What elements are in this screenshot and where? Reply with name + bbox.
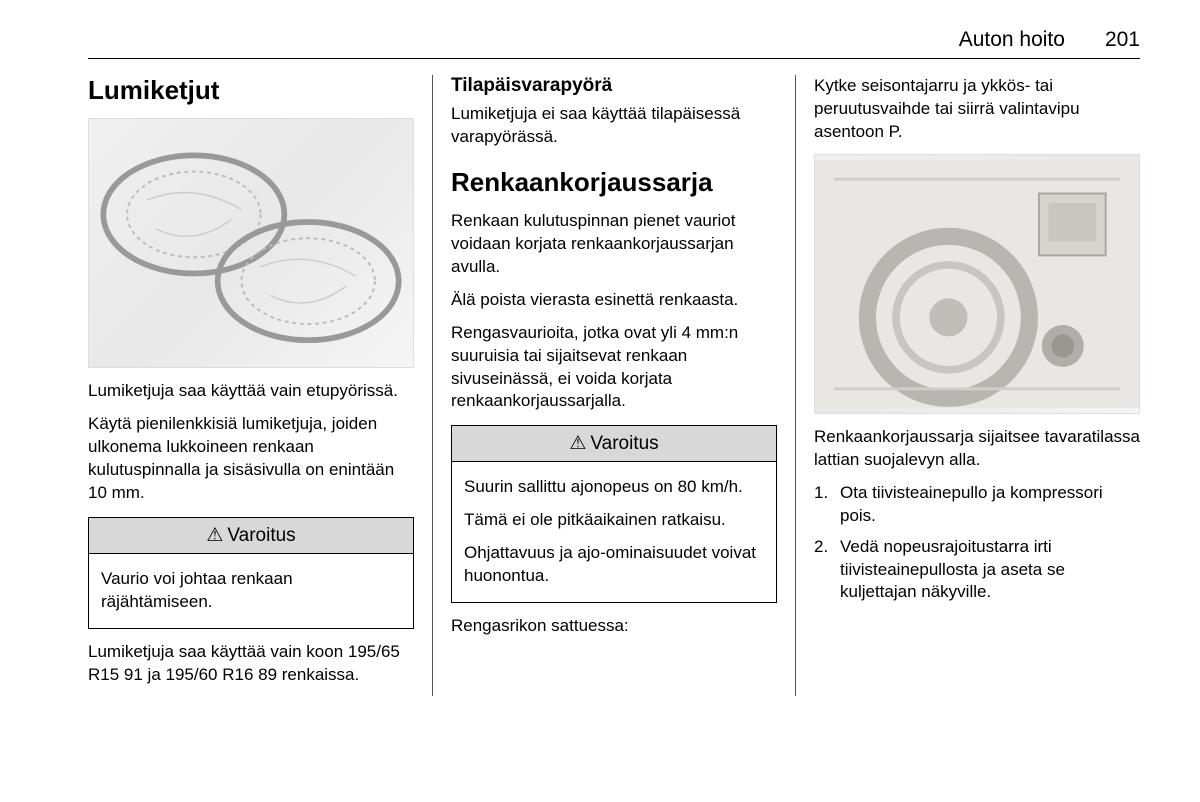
warning-text: Vaurio voi johtaa renkaan räjähtämiseen. xyxy=(101,568,401,614)
warning-body: Suurin sallittu ajonopeus on 80 km/h. Tä… xyxy=(452,462,776,602)
column-1: Lumiketjut Lumiketjuja saa käyttää vain … xyxy=(88,75,432,696)
content-columns: Lumiketjut Lumiketjuja saa käyttää vain … xyxy=(88,75,1140,696)
body-text: Lumiketjuja saa käyttää vain koon 195/65… xyxy=(88,641,414,687)
manual-page: Auton hoito 201 Lumiketjut Lumiketjuja s… xyxy=(0,0,1200,716)
page-number: 201 xyxy=(1105,28,1140,52)
warning-box: ⚠Varoitus Suurin sallittu ajonopeus on 8… xyxy=(451,425,777,603)
warning-title: Varoitus xyxy=(590,433,658,454)
body-text: Rengasvaurioita, jotka ovat yli 4 mm:n s… xyxy=(451,322,777,414)
heading-renkaankorjaussarja: Renkaankorjaussarja xyxy=(451,167,777,198)
warning-header: ⚠Varoitus xyxy=(89,518,413,554)
page-header: Auton hoito 201 xyxy=(88,28,1140,59)
body-text: Älä poista vierasta esinettä renkaasta. xyxy=(451,289,777,312)
body-text: Lumiketjuja saa käyttää vain etupyörissä… xyxy=(88,380,414,403)
numbered-steps: Ota tiivisteainepullo ja kompressori poi… xyxy=(814,482,1140,605)
warning-header: ⚠Varoitus xyxy=(452,426,776,462)
column-2: Tilapäisvarapyörä Lumiketjuja ei saa käy… xyxy=(432,75,795,696)
warning-text: Suurin sallittu ajonopeus on 80 km/h. xyxy=(464,476,764,499)
body-text: Rengasrikon sattuessa: xyxy=(451,615,777,638)
step-item: Vedä nopeusrajoitustarra irti tiivisteai… xyxy=(840,536,1140,605)
warning-text: Tämä ei ole pitkäaikainen ratkaisu. xyxy=(464,509,764,532)
body-text: Kytke seisontajarru ja ykkös- tai peruut… xyxy=(814,75,1140,144)
body-text: Renkaan kulutuspinnan pienet vauriot voi… xyxy=(451,210,777,279)
trunk-repair-kit-image xyxy=(814,154,1140,414)
warning-box: ⚠Varoitus Vaurio voi johtaa renkaan räjä… xyxy=(88,517,414,629)
subheading-tilapaisvarapyora: Tilapäisvarapyörä xyxy=(451,75,777,97)
trunk-illustration-icon xyxy=(815,155,1139,413)
column-3: Kytke seisontajarru ja ykkös- tai peruut… xyxy=(795,75,1140,696)
warning-text: Ohjattavuus ja ajo-ominaisuudet voivat h… xyxy=(464,542,764,588)
chains-illustration-icon xyxy=(89,119,413,367)
snow-chains-image xyxy=(88,118,414,368)
heading-lumiketjut: Lumiketjut xyxy=(88,75,414,106)
warning-triangle-icon: ⚠ xyxy=(569,432,586,455)
body-text: Lumiketjuja ei saa käyttää tilapäisessä … xyxy=(451,103,777,149)
body-text: Käytä pienilenkkisiä lumiketjuja, joiden… xyxy=(88,413,414,505)
step-item: Ota tiivisteainepullo ja kompressori poi… xyxy=(840,482,1140,528)
warning-triangle-icon: ⚠ xyxy=(206,524,223,547)
warning-body: Vaurio voi johtaa renkaan räjähtämiseen. xyxy=(89,554,413,628)
body-text: Renkaankorjaussarja sijaitsee tavaratila… xyxy=(814,426,1140,472)
warning-title: Varoitus xyxy=(227,525,295,546)
section-title: Auton hoito xyxy=(959,28,1065,52)
